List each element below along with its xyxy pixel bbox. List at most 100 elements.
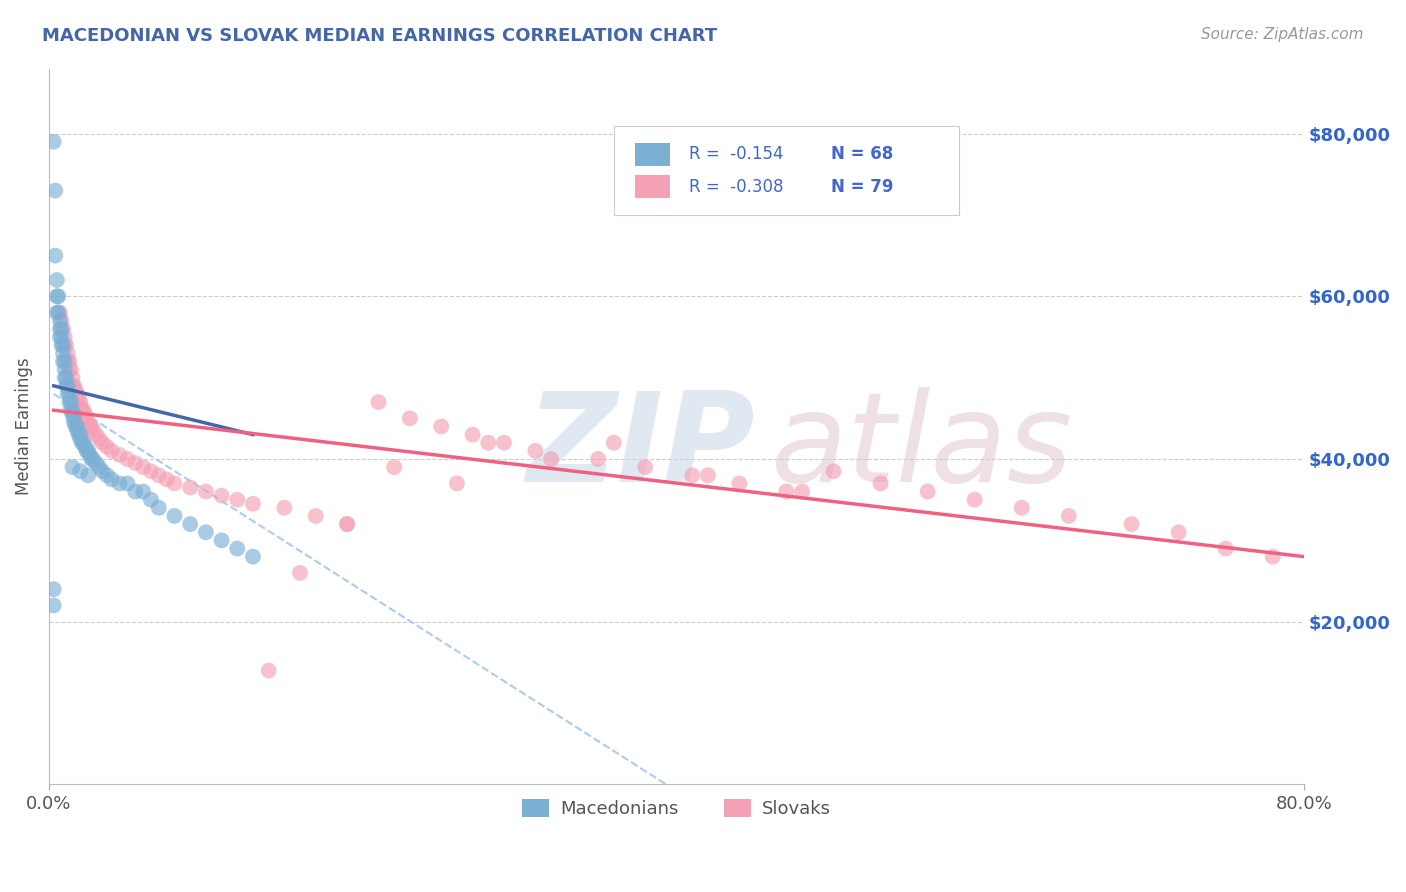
Point [52,354,75,368]
Text: MACEDONIAN VS SLOVAK MEDIAN EARNINGS CORRELATION CHART: MACEDONIAN VS SLOVAK MEDIAN EARNINGS COR… [42,27,717,45]
Point [89,432,111,446]
Point [42,582,65,597]
Point [226,492,249,507]
Point [45,273,67,287]
Point [242,497,264,511]
Point [917,484,939,499]
Point [1261,549,1284,564]
Point [49,330,72,344]
Point [56,387,79,401]
Point [48,305,70,319]
Text: R =  -0.308: R = -0.308 [689,178,783,195]
Point [273,500,295,515]
Point [790,484,813,499]
FancyBboxPatch shape [636,175,671,198]
Point [73,440,96,454]
Point [45,289,67,303]
Point [446,476,468,491]
Point [82,424,104,438]
Point [492,435,515,450]
Point [49,305,72,319]
Point [257,664,280,678]
Point [524,443,547,458]
Point [76,443,98,458]
Text: Source: ZipAtlas.com: Source: ZipAtlas.com [1201,27,1364,42]
Point [58,354,80,368]
Point [148,468,170,483]
Point [52,346,75,360]
Point [1011,500,1033,515]
Point [65,383,87,397]
Point [79,419,101,434]
Point [89,460,111,475]
Point [63,411,86,425]
Point [681,468,703,483]
Point [42,135,65,149]
Point [77,416,100,430]
Point [66,387,89,401]
Point [211,489,233,503]
Point [44,184,66,198]
Point [132,460,155,475]
Point [55,338,77,352]
Point [72,435,94,450]
Point [77,443,100,458]
Point [108,476,131,491]
Point [72,403,94,417]
Point [51,314,73,328]
Point [477,435,499,450]
FancyBboxPatch shape [636,143,671,166]
Point [586,452,609,467]
Point [51,338,73,352]
Point [69,399,91,413]
Y-axis label: Median Earnings: Median Earnings [15,358,32,495]
Point [163,508,186,523]
Point [117,476,139,491]
Point [84,427,107,442]
Text: R =  -0.154: R = -0.154 [689,145,783,163]
Point [117,452,139,467]
Point [62,370,84,384]
Point [124,484,146,499]
Point [65,419,87,434]
Point [51,322,73,336]
Point [430,419,453,434]
Point [91,464,114,478]
Point [55,379,77,393]
Point [66,419,89,434]
Point [63,379,86,393]
Point [53,330,76,344]
Point [242,549,264,564]
Point [58,387,80,401]
Point [69,395,91,409]
Legend: Macedonians, Slovaks: Macedonians, Slovaks [515,792,838,825]
Point [53,338,76,352]
FancyBboxPatch shape [614,126,959,215]
Text: N = 79: N = 79 [831,178,893,195]
Point [336,517,359,532]
Text: ZIP: ZIP [526,387,755,508]
Point [382,460,405,475]
Point [132,484,155,499]
Point [775,484,797,499]
Point [51,330,73,344]
Point [62,403,84,417]
Point [367,395,389,409]
Point [58,395,80,409]
Point [1167,525,1189,540]
Point [49,314,72,328]
Text: N = 68: N = 68 [831,145,893,163]
Point [179,517,201,532]
Point [108,448,131,462]
Text: atlas: atlas [770,387,1073,508]
Point [148,500,170,515]
Point [44,249,66,263]
Point [58,362,80,376]
Point [79,448,101,462]
Point [963,492,986,507]
Point [55,370,77,384]
Point [336,517,359,532]
Point [1215,541,1237,556]
Point [59,362,82,376]
Point [194,484,217,499]
